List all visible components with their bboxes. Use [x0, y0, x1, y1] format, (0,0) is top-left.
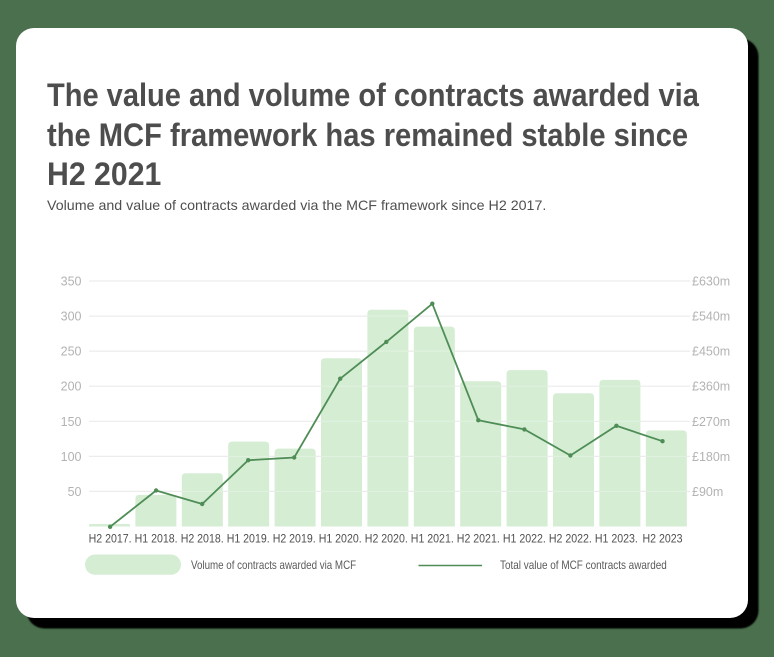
svg-text:£450m: £450m: [692, 345, 730, 359]
svg-text:H2 2017.: H2 2017.: [89, 534, 132, 546]
svg-text:Volume of contracts awarded vi: Volume of contracts awarded via MCF: [191, 558, 356, 572]
svg-text:250: 250: [61, 345, 82, 359]
svg-text:£180m: £180m: [692, 450, 730, 464]
svg-text:300: 300: [61, 310, 82, 324]
svg-text:100: 100: [61, 450, 82, 464]
svg-text:£360m: £360m: [692, 380, 730, 394]
svg-text:H2 2023: H2 2023: [643, 534, 683, 546]
svg-text:H1 2019.: H1 2019.: [227, 534, 270, 546]
svg-text:H1 2021.: H1 2021.: [411, 534, 454, 546]
svg-text:H2 2018.: H2 2018.: [181, 534, 224, 546]
svg-text:H2 2020.: H2 2020.: [365, 534, 408, 546]
svg-text:350: 350: [61, 275, 82, 289]
svg-text:£270m: £270m: [692, 415, 730, 429]
svg-text:50: 50: [68, 485, 82, 499]
svg-text:H1 2020.: H1 2020.: [319, 534, 362, 546]
svg-text:200: 200: [61, 380, 82, 394]
svg-text:H2 2021.: H2 2021.: [457, 534, 500, 546]
svg-text:£630m: £630m: [692, 275, 730, 289]
svg-text:H1 2022.: H1 2022.: [503, 534, 546, 546]
svg-text:H2 2022.: H2 2022.: [549, 534, 592, 546]
svg-text:£540m: £540m: [692, 310, 730, 324]
svg-text:H1 2018.: H1 2018.: [135, 534, 178, 546]
svg-text:150: 150: [61, 415, 82, 429]
svg-text:H2 2019.: H2 2019.: [273, 534, 316, 546]
svg-text:H1 2023.: H1 2023.: [595, 534, 638, 546]
svg-text:Total value of MCF contracts a: Total value of MCF contracts awarded: [500, 558, 667, 572]
svg-text:£90m: £90m: [692, 485, 723, 499]
